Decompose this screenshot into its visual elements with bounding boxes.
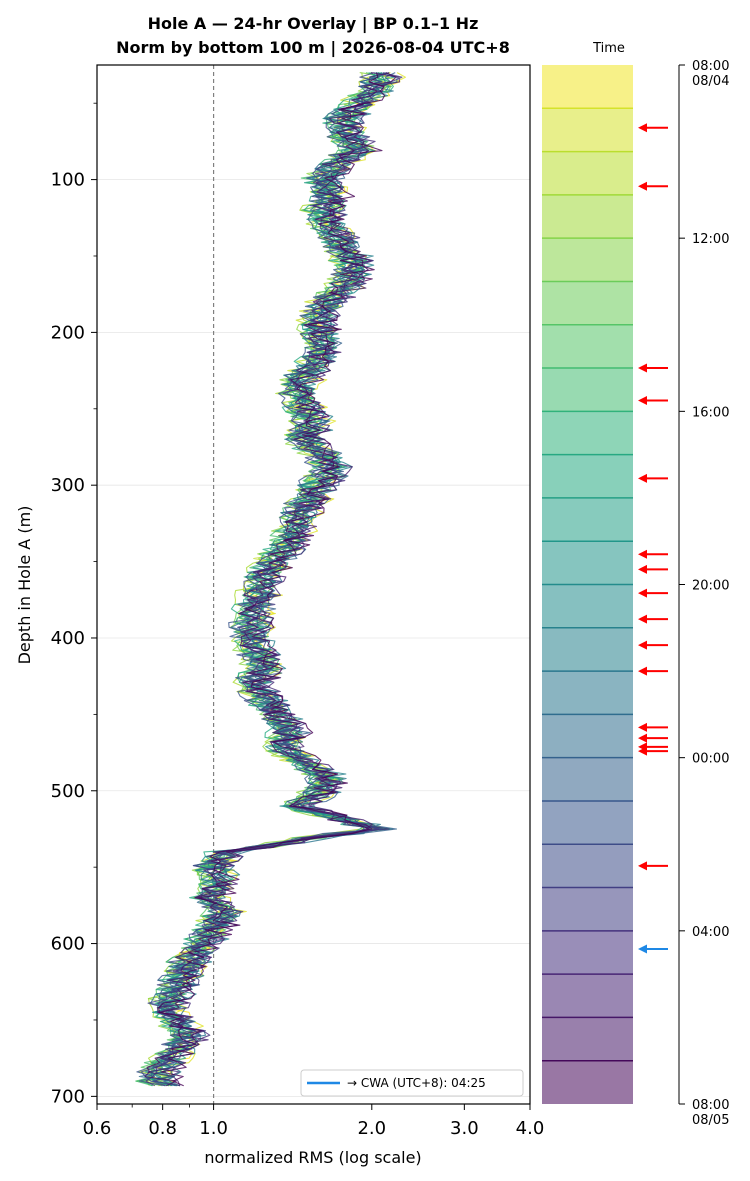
x-axis-label: normalized RMS (log scale)	[204, 1148, 421, 1167]
profile-series-line	[144, 72, 397, 1087]
x-tick-label: 0.6	[83, 1118, 112, 1139]
legend: → CWA (UTC+8): 04:25	[300, 1069, 524, 1097]
y-tick-label: 700	[51, 1086, 85, 1107]
colorbar-band	[542, 844, 633, 888]
colorbar-band	[542, 368, 633, 412]
time-tick-label: 00:00	[692, 752, 729, 767]
colorbar-band	[542, 887, 633, 931]
event-arrow-head	[638, 396, 647, 406]
colorbar-band	[542, 324, 633, 369]
time-tick-label: 12:00	[692, 232, 729, 247]
event-arrow-head	[638, 181, 647, 191]
time-colorbar: Time 08:0008/0412:0016:0020:0000:0004:00…	[542, 41, 729, 1128]
event-arrow-head	[638, 614, 647, 624]
profile-plot: 0.6 0.8 1.0 2.0 3.0 4.0 100 200 300 400 500 600 700…	[15, 64, 545, 1167]
profile-series-line	[151, 72, 395, 1087]
time-tick-label: 04:00	[692, 925, 729, 940]
colorbar-band	[542, 108, 633, 152]
colorbar-band	[542, 1017, 633, 1061]
colorbar-bands	[542, 65, 633, 1104]
x-axis: 0.6 0.8 1.0 2.0 3.0 4.0	[83, 1104, 545, 1139]
colorbar-band	[542, 930, 633, 975]
y-tick-label: 500	[51, 781, 85, 802]
colorbar-band	[542, 151, 633, 195]
colorbar-band	[542, 1060, 633, 1104]
event-arrow-head	[638, 746, 647, 756]
y-tick-label: 400	[51, 628, 85, 649]
colorbar-band	[542, 238, 633, 282]
y-axis: 100 200 300 400 500 600 700	[51, 102, 97, 1107]
legend-entry: → CWA (UTC+8): 04:25	[347, 1076, 486, 1090]
event-arrow-head	[638, 363, 647, 373]
event-arrow-head	[638, 588, 647, 598]
colorbar-band	[542, 281, 633, 325]
y-axis-label: Depth in Hole A (m)	[15, 506, 34, 665]
event-arrow-head	[638, 640, 647, 650]
time-tick-label: 08/05	[692, 1113, 729, 1128]
y-tick-label: 300	[51, 475, 85, 496]
time-tick-label: 08:00	[692, 59, 729, 74]
plot-frame	[96, 64, 531, 1105]
colorbar-band	[542, 584, 633, 628]
time-tick-label: 16:00	[692, 405, 729, 420]
legend-box	[300, 1069, 524, 1097]
event-arrow-head	[638, 733, 647, 743]
profile-series-line	[148, 72, 401, 1087]
event-arrow-head	[638, 722, 647, 732]
time-tick-label: 08:00	[692, 1098, 729, 1113]
time-tick-label: 20:00	[692, 579, 729, 594]
colorbar-band	[542, 671, 633, 715]
profile-series-line	[147, 72, 401, 1086]
event-arrow-head	[638, 564, 647, 574]
colorbar-title: Time	[592, 41, 625, 56]
time-tick-label: 08/04	[692, 74, 729, 89]
event-arrow-head	[638, 473, 647, 483]
chart-title-line1: Hole A — 24-hr Overlay | BP 0.1–1 Hz	[148, 14, 479, 34]
event-arrow-head	[638, 861, 647, 871]
x-tick-label: 1.0	[199, 1118, 228, 1139]
x-tick-label: 3.0	[450, 1118, 479, 1139]
colorbar-band	[542, 65, 633, 109]
series-group	[135, 72, 406, 1087]
colorbar-band	[542, 541, 633, 585]
chart-title-line2: Norm by bottom 100 m | 2026-08-04 UTC+8	[116, 38, 510, 58]
event-arrow-head	[638, 123, 647, 133]
x-tick-label: 4.0	[516, 1118, 545, 1139]
event-arrows	[638, 123, 668, 954]
colorbar-band	[542, 714, 633, 758]
colorbar-band	[542, 974, 633, 1018]
time-axis-ticks: 08:0008/0412:0016:0020:0000:0004:0008:00…	[679, 59, 729, 1128]
profile-series-line	[158, 72, 386, 1087]
y-tick-label: 600	[51, 934, 85, 955]
profile-series-line	[145, 72, 390, 1087]
x-tick-label: 2.0	[357, 1118, 386, 1139]
colorbar-band	[542, 757, 633, 801]
colorbar-band	[542, 194, 633, 239]
event-arrow-head	[638, 666, 647, 676]
colorbar-band	[542, 627, 633, 672]
event-arrow-head	[638, 549, 647, 559]
event-arrow-head	[638, 944, 647, 954]
colorbar-band	[542, 497, 633, 542]
profile-series-line	[140, 72, 383, 1087]
colorbar-band	[542, 454, 633, 498]
y-tick-label: 200	[51, 322, 85, 343]
colorbar-band	[542, 800, 633, 845]
colorbar-band	[542, 411, 633, 455]
y-tick-label: 100	[51, 170, 85, 191]
x-tick-label: 0.8	[148, 1118, 177, 1139]
